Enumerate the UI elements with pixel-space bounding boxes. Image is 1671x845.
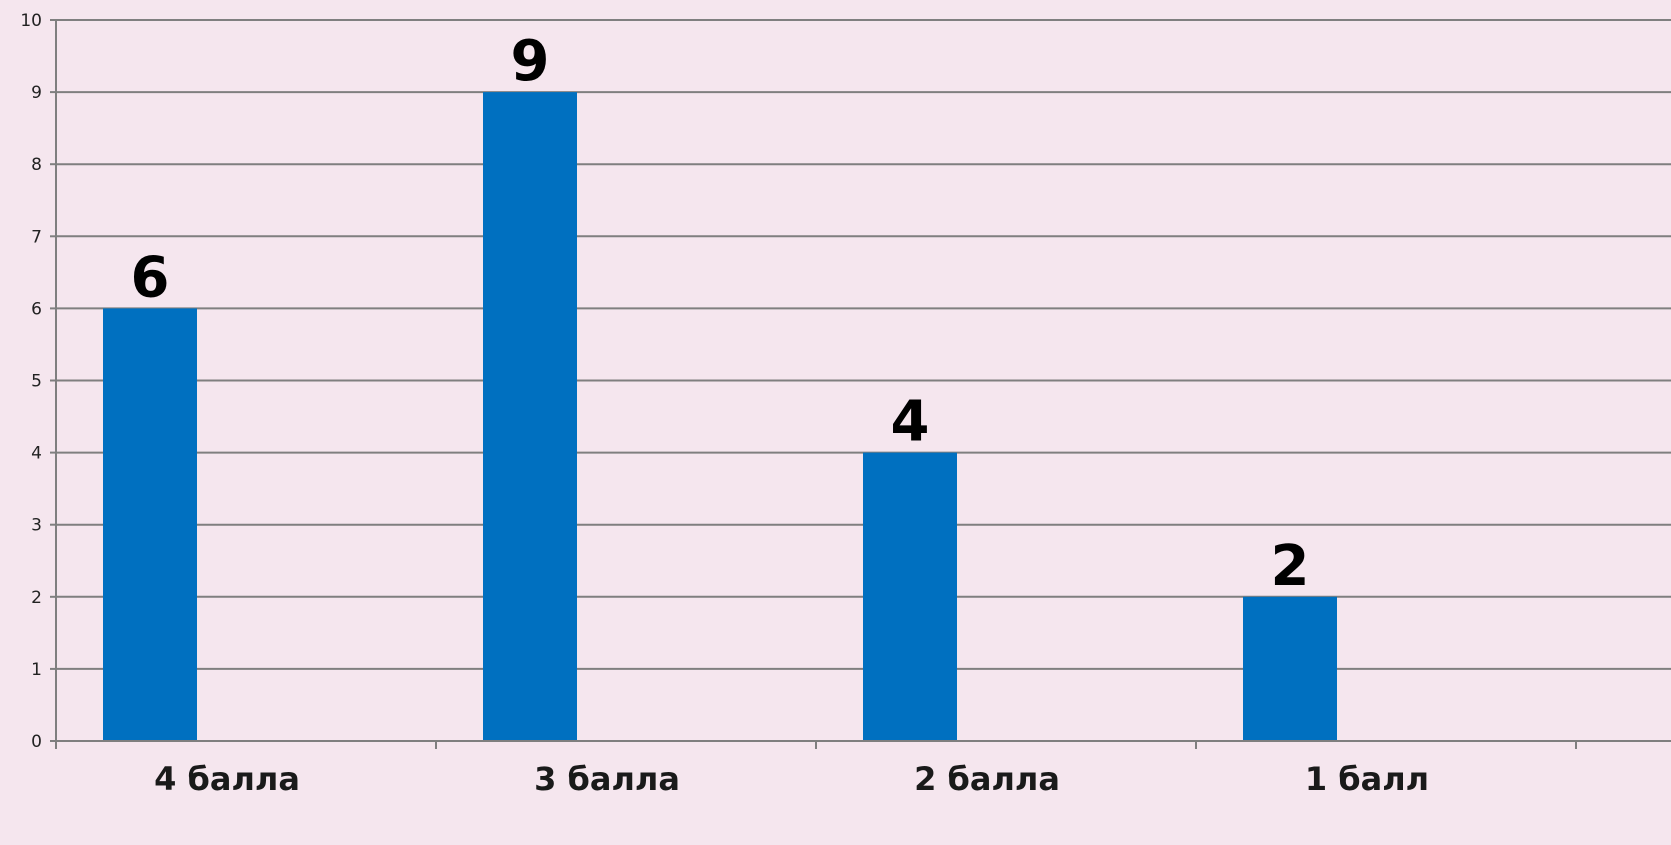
data-label: 2 xyxy=(1271,534,1310,599)
data-label: 9 xyxy=(511,29,550,94)
axes xyxy=(50,19,1671,749)
data-label: 4 xyxy=(891,390,930,455)
y-tick-label: 1 xyxy=(31,660,42,680)
bar xyxy=(103,308,197,741)
x-tick-label: 4 балла xyxy=(154,760,300,798)
y-tick-label: 2 xyxy=(31,588,42,608)
y-tick-label: 6 xyxy=(31,299,42,319)
x-tick-label: 2 балла xyxy=(914,760,1060,798)
y-tick-label: 9 xyxy=(31,83,42,103)
y-tick-label: 0 xyxy=(31,732,42,752)
y-tick-label: 8 xyxy=(31,155,42,175)
bars xyxy=(103,92,1337,742)
y-tick-label: 7 xyxy=(31,227,42,247)
y-tick-label: 4 xyxy=(31,444,42,464)
gridlines xyxy=(56,19,1671,670)
y-tick-label: 3 xyxy=(31,516,42,536)
y-tick-label: 10 xyxy=(20,11,42,31)
bar xyxy=(483,92,577,742)
bar xyxy=(1243,596,1337,741)
y-tick-label: 5 xyxy=(31,372,42,392)
x-tick-label: 1 балл xyxy=(1305,760,1429,798)
x-tick-label: 3 балла xyxy=(534,760,680,798)
bar xyxy=(863,452,957,741)
labels: 0 1 2 3 4 5 6 7 8 9 10 6 4 балла 9 3 балла 4 2 балла 2 1 б… xyxy=(20,11,1429,798)
data-label: 6 xyxy=(131,245,170,310)
